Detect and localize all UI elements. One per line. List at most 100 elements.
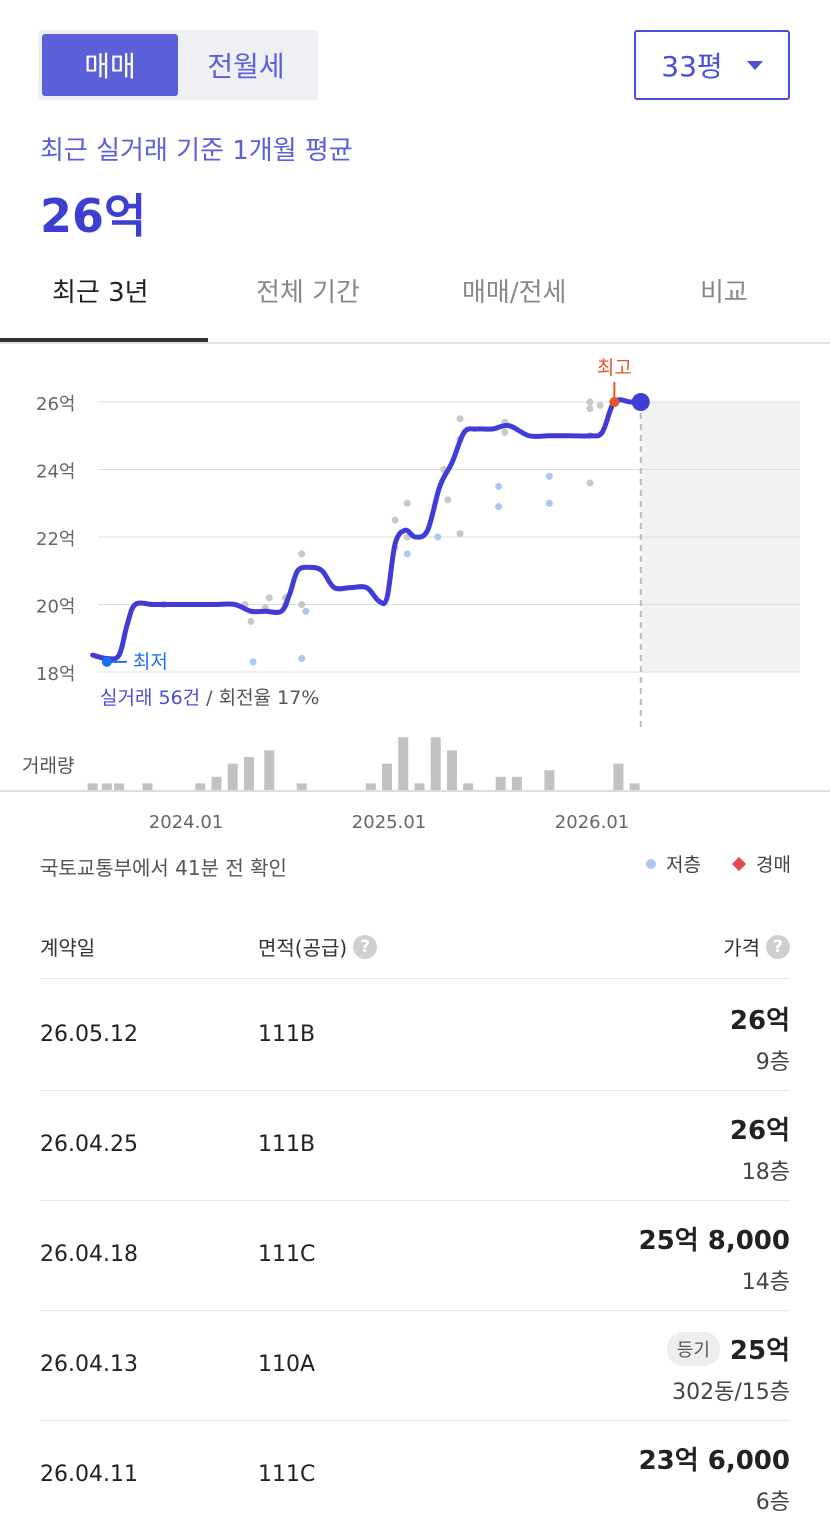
- toggle-sale[interactable]: 매매: [42, 34, 178, 96]
- row-date: 26.04.13: [40, 1352, 138, 1377]
- col-header-area-label: 면적(공급): [258, 936, 348, 960]
- trade-type-toggle: 매매 전월세: [38, 30, 318, 100]
- registered-badge: 등기: [666, 1331, 720, 1366]
- y-tick-label: 24억: [36, 462, 75, 483]
- volume-bar: [430, 737, 441, 790]
- tab-compare[interactable]: 비교: [700, 278, 748, 308]
- trade-point-low-floor: [545, 499, 553, 507]
- trade-point: [586, 398, 594, 406]
- low-point: [101, 656, 112, 667]
- row-date: 26.04.18: [40, 1242, 138, 1267]
- x-tick-label: 2024.01: [149, 812, 223, 833]
- row-price: 26억: [730, 1110, 790, 1147]
- volume-bar: [87, 783, 98, 790]
- trade-point: [456, 415, 464, 423]
- table-row[interactable]: 26.04.11 111C 23억 6,000 6층: [40, 1420, 790, 1530]
- toggle-rent[interactable]: 전월세: [207, 50, 285, 83]
- row-price: 25억 8,000: [639, 1220, 790, 1257]
- trade-point: [298, 550, 306, 558]
- trade-point-low-floor: [545, 472, 553, 480]
- x-tick-label: 2025.01: [352, 812, 426, 833]
- low-label: 최저: [133, 651, 168, 673]
- row-price-value: 25억: [729, 1336, 790, 1366]
- volume-bar: [544, 770, 555, 790]
- row-floor: 302동/15층: [672, 1380, 790, 1405]
- size-dropdown-value: 33평: [661, 50, 723, 83]
- volume-bar: [365, 783, 376, 790]
- legend-low-floor-label: 저층: [666, 854, 701, 876]
- y-tick-label: 22억: [36, 529, 75, 550]
- trade-point: [586, 405, 594, 413]
- question-icon[interactable]: ?: [766, 934, 790, 959]
- y-tick-label: 18억: [36, 664, 75, 685]
- row-area: 111B: [258, 1022, 316, 1047]
- transactions-table-header: 계약일 면적(공급) ? 가격 ?: [40, 918, 790, 979]
- volume-bar: [114, 783, 125, 790]
- trade-point: [444, 496, 452, 504]
- low-floor-dot-icon: [646, 858, 656, 869]
- col-header-date: 계약일: [40, 932, 95, 961]
- volume-bar: [463, 783, 474, 790]
- high-point: [609, 397, 620, 407]
- trade-point: [456, 530, 464, 538]
- trade-point: [403, 499, 411, 507]
- auction-diamond-icon: [731, 856, 747, 871]
- trade-point: [391, 516, 399, 524]
- volume-bar: [195, 783, 206, 790]
- legend-low-floor: 저층: [646, 850, 701, 877]
- trade-point-low-floor: [403, 550, 411, 558]
- col-header-area: 면적(공급) ?: [258, 932, 378, 961]
- volume-bar: [398, 737, 409, 790]
- volume-bar: [264, 750, 275, 790]
- trade-point-low-floor: [249, 658, 257, 666]
- row-price-value: 26억: [729, 1116, 790, 1146]
- row-date: 26.04.25: [40, 1132, 138, 1157]
- volume-bar: [211, 776, 222, 790]
- row-price: 23억 6,000: [639, 1440, 790, 1477]
- table-row[interactable]: 26.04.13 110A 등기 25억 302동/15층: [40, 1310, 790, 1421]
- volume-bar: [414, 783, 425, 790]
- row-price: 26억: [730, 1000, 790, 1037]
- question-icon[interactable]: ?: [353, 934, 378, 959]
- trade-stats: 실거래 56건 / 회전율 17%: [100, 687, 319, 709]
- chevron-down-icon: [746, 60, 763, 70]
- volume-bar: [243, 757, 254, 790]
- table-row[interactable]: 26.04.25 111B 26억 18층: [40, 1090, 790, 1201]
- volume-bar: [296, 783, 307, 790]
- volume-bar: [101, 783, 112, 790]
- tab-all-period[interactable]: 전체 기간: [256, 278, 360, 308]
- tab-recent-3y[interactable]: 최근 3년: [52, 278, 149, 308]
- volume-bar: [446, 750, 457, 790]
- col-header-price-label: 가격: [723, 936, 760, 960]
- trade-point: [298, 601, 306, 608]
- average-price-value: 26억: [40, 189, 147, 243]
- row-price-value: 25억 8,000: [638, 1226, 790, 1256]
- x-tick-label: 2026.01: [555, 812, 629, 833]
- active-tab-indicator: [0, 338, 208, 342]
- legend-auction: 경매: [731, 850, 791, 877]
- row-floor: 18층: [741, 1160, 790, 1185]
- row-area: 111C: [258, 1242, 316, 1267]
- col-header-price: 가격 ?: [723, 932, 790, 961]
- average-price-label: 최근 실거래 기준 1개월 평균: [40, 136, 353, 166]
- row-price: 등기 25억: [666, 1330, 790, 1367]
- col-header-date-label: 계약일: [40, 936, 96, 960]
- volume-bar: [227, 763, 238, 790]
- trade-point: [596, 401, 604, 409]
- row-price-value: 26억: [729, 1006, 790, 1036]
- trade-point: [247, 617, 255, 625]
- volume-bar: [495, 776, 506, 790]
- table-row[interactable]: 26.05.12 111B 26억 9층: [40, 980, 790, 1091]
- legend-auction-label: 경매: [756, 854, 791, 876]
- row-date: 26.05.12: [40, 1022, 138, 1047]
- row-date: 26.04.11: [40, 1462, 138, 1487]
- tab-sale-jeonse[interactable]: 매매/전세: [462, 278, 567, 308]
- table-row[interactable]: 26.04.18 111C 25억 8,000 14층: [40, 1200, 790, 1311]
- size-dropdown[interactable]: 33평: [634, 30, 790, 100]
- row-floor: 6층: [755, 1490, 790, 1515]
- trade-point: [586, 479, 594, 487]
- volume-bar: [629, 783, 640, 790]
- trade-point-low-floor: [302, 607, 310, 615]
- volume-bar: [613, 763, 624, 790]
